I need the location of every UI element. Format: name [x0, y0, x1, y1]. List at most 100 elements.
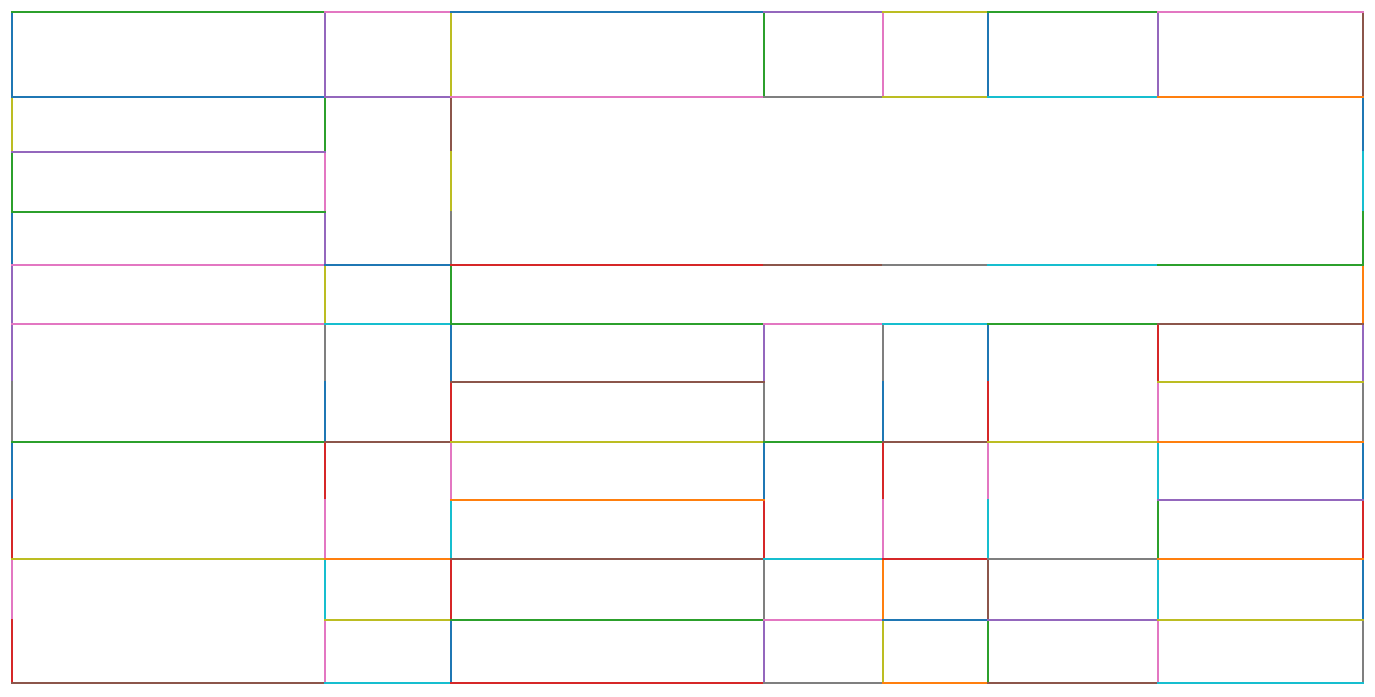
vertical-line-segment — [324, 441, 326, 501]
horizontal-line-segment — [1157, 381, 1364, 383]
vertical-line-segment — [1157, 11, 1159, 98]
vertical-line-segment — [324, 619, 326, 684]
vertical-line-segment — [763, 323, 765, 383]
vertical-line-segment — [987, 381, 989, 443]
horizontal-line-segment — [882, 323, 989, 325]
vertical-line-segment — [1362, 558, 1364, 621]
vertical-line-segment — [882, 619, 884, 684]
vertical-line-segment — [882, 11, 884, 98]
vertical-line-segment — [324, 558, 326, 621]
vertical-line-segment — [987, 11, 989, 98]
horizontal-line-segment — [987, 264, 1159, 266]
horizontal-line-segment — [1157, 558, 1364, 560]
horizontal-line-segment — [882, 558, 989, 560]
vertical-line-segment — [882, 441, 884, 501]
vertical-line-segment — [11, 499, 13, 560]
vertical-line-segment — [450, 11, 452, 98]
horizontal-line-segment — [450, 323, 765, 325]
horizontal-line-segment — [1157, 619, 1364, 621]
horizontal-line-segment — [450, 381, 765, 383]
horizontal-line-segment — [1157, 11, 1364, 13]
horizontal-line-segment — [11, 11, 326, 13]
horizontal-line-segment — [882, 619, 989, 621]
vertical-line-segment — [763, 11, 765, 98]
horizontal-line-segment — [1157, 441, 1364, 443]
vertical-line-segment — [1362, 381, 1364, 443]
vertical-line-segment — [1157, 323, 1159, 383]
vertical-line-segment — [324, 151, 326, 213]
vertical-line-segment — [11, 96, 13, 153]
vertical-line-segment — [1362, 323, 1364, 383]
horizontal-line-segment — [987, 441, 1159, 443]
vertical-line-segment — [450, 96, 452, 153]
horizontal-line-segment — [11, 323, 326, 325]
vertical-line-segment — [1362, 264, 1364, 325]
horizontal-line-segment — [324, 441, 452, 443]
horizontal-line-segment — [450, 11, 765, 13]
vertical-line-segment — [882, 558, 884, 621]
horizontal-line-segment — [324, 96, 452, 98]
horizontal-line-segment — [987, 11, 1159, 13]
horizontal-line-segment — [882, 441, 989, 443]
vertical-line-segment — [763, 499, 765, 560]
vertical-line-segment — [450, 558, 452, 621]
horizontal-line-segment — [987, 96, 1159, 98]
vertical-line-segment — [11, 381, 13, 443]
horizontal-line-segment — [450, 264, 765, 266]
horizontal-line-segment — [324, 682, 452, 684]
horizontal-line-segment — [1157, 682, 1364, 684]
vertical-line-segment — [324, 211, 326, 266]
vertical-line-segment — [987, 558, 989, 621]
horizontal-line-segment — [763, 682, 884, 684]
horizontal-line-segment — [987, 682, 1159, 684]
horizontal-line-segment — [450, 96, 765, 98]
horizontal-line-segment — [763, 558, 884, 560]
vertical-line-segment — [324, 264, 326, 325]
vertical-line-segment — [450, 441, 452, 501]
horizontal-line-segment — [11, 441, 326, 443]
vertical-line-segment — [1362, 499, 1364, 560]
vertical-line-segment — [763, 619, 765, 684]
vertical-line-segment — [1157, 381, 1159, 443]
horizontal-line-segment — [324, 619, 452, 621]
vertical-line-segment — [987, 499, 989, 560]
horizontal-line-segment — [1157, 96, 1364, 98]
vertical-line-segment — [1157, 619, 1159, 684]
horizontal-line-segment — [324, 323, 452, 325]
horizontal-line-segment — [1157, 499, 1364, 501]
horizontal-line-segment — [450, 619, 765, 621]
vertical-line-segment — [11, 441, 13, 501]
vertical-line-segment — [987, 323, 989, 383]
vertical-line-segment — [450, 381, 452, 443]
vertical-line-segment — [450, 264, 452, 325]
vertical-line-segment — [882, 381, 884, 443]
vertical-line-segment — [324, 323, 326, 383]
vertical-line-segment — [11, 558, 13, 621]
horizontal-line-segment — [882, 96, 989, 98]
vertical-line-segment — [1362, 11, 1364, 98]
vertical-line-segment — [1362, 619, 1364, 684]
horizontal-line-segment — [882, 682, 989, 684]
vertical-line-segment — [450, 619, 452, 684]
horizontal-line-segment — [450, 682, 765, 684]
horizontal-line-segment — [324, 264, 452, 266]
horizontal-line-segment — [11, 558, 326, 560]
vertical-line-segment — [324, 96, 326, 153]
horizontal-line-segment — [987, 558, 1159, 560]
vertical-line-segment — [450, 323, 452, 383]
vertical-line-segment — [1157, 441, 1159, 501]
horizontal-line-segment — [763, 619, 884, 621]
horizontal-line-segment — [763, 441, 884, 443]
horizontal-line-segment — [882, 264, 989, 266]
vertical-line-segment — [324, 381, 326, 443]
horizontal-line-segment — [763, 264, 884, 266]
horizontal-line-segment — [763, 323, 884, 325]
horizontal-line-segment — [450, 441, 765, 443]
vertical-line-segment — [763, 558, 765, 621]
vertical-line-segment — [1157, 499, 1159, 560]
vertical-line-segment — [987, 441, 989, 501]
horizontal-line-segment — [1157, 323, 1364, 325]
horizontal-line-segment — [11, 96, 326, 98]
horizontal-line-segment — [763, 96, 884, 98]
